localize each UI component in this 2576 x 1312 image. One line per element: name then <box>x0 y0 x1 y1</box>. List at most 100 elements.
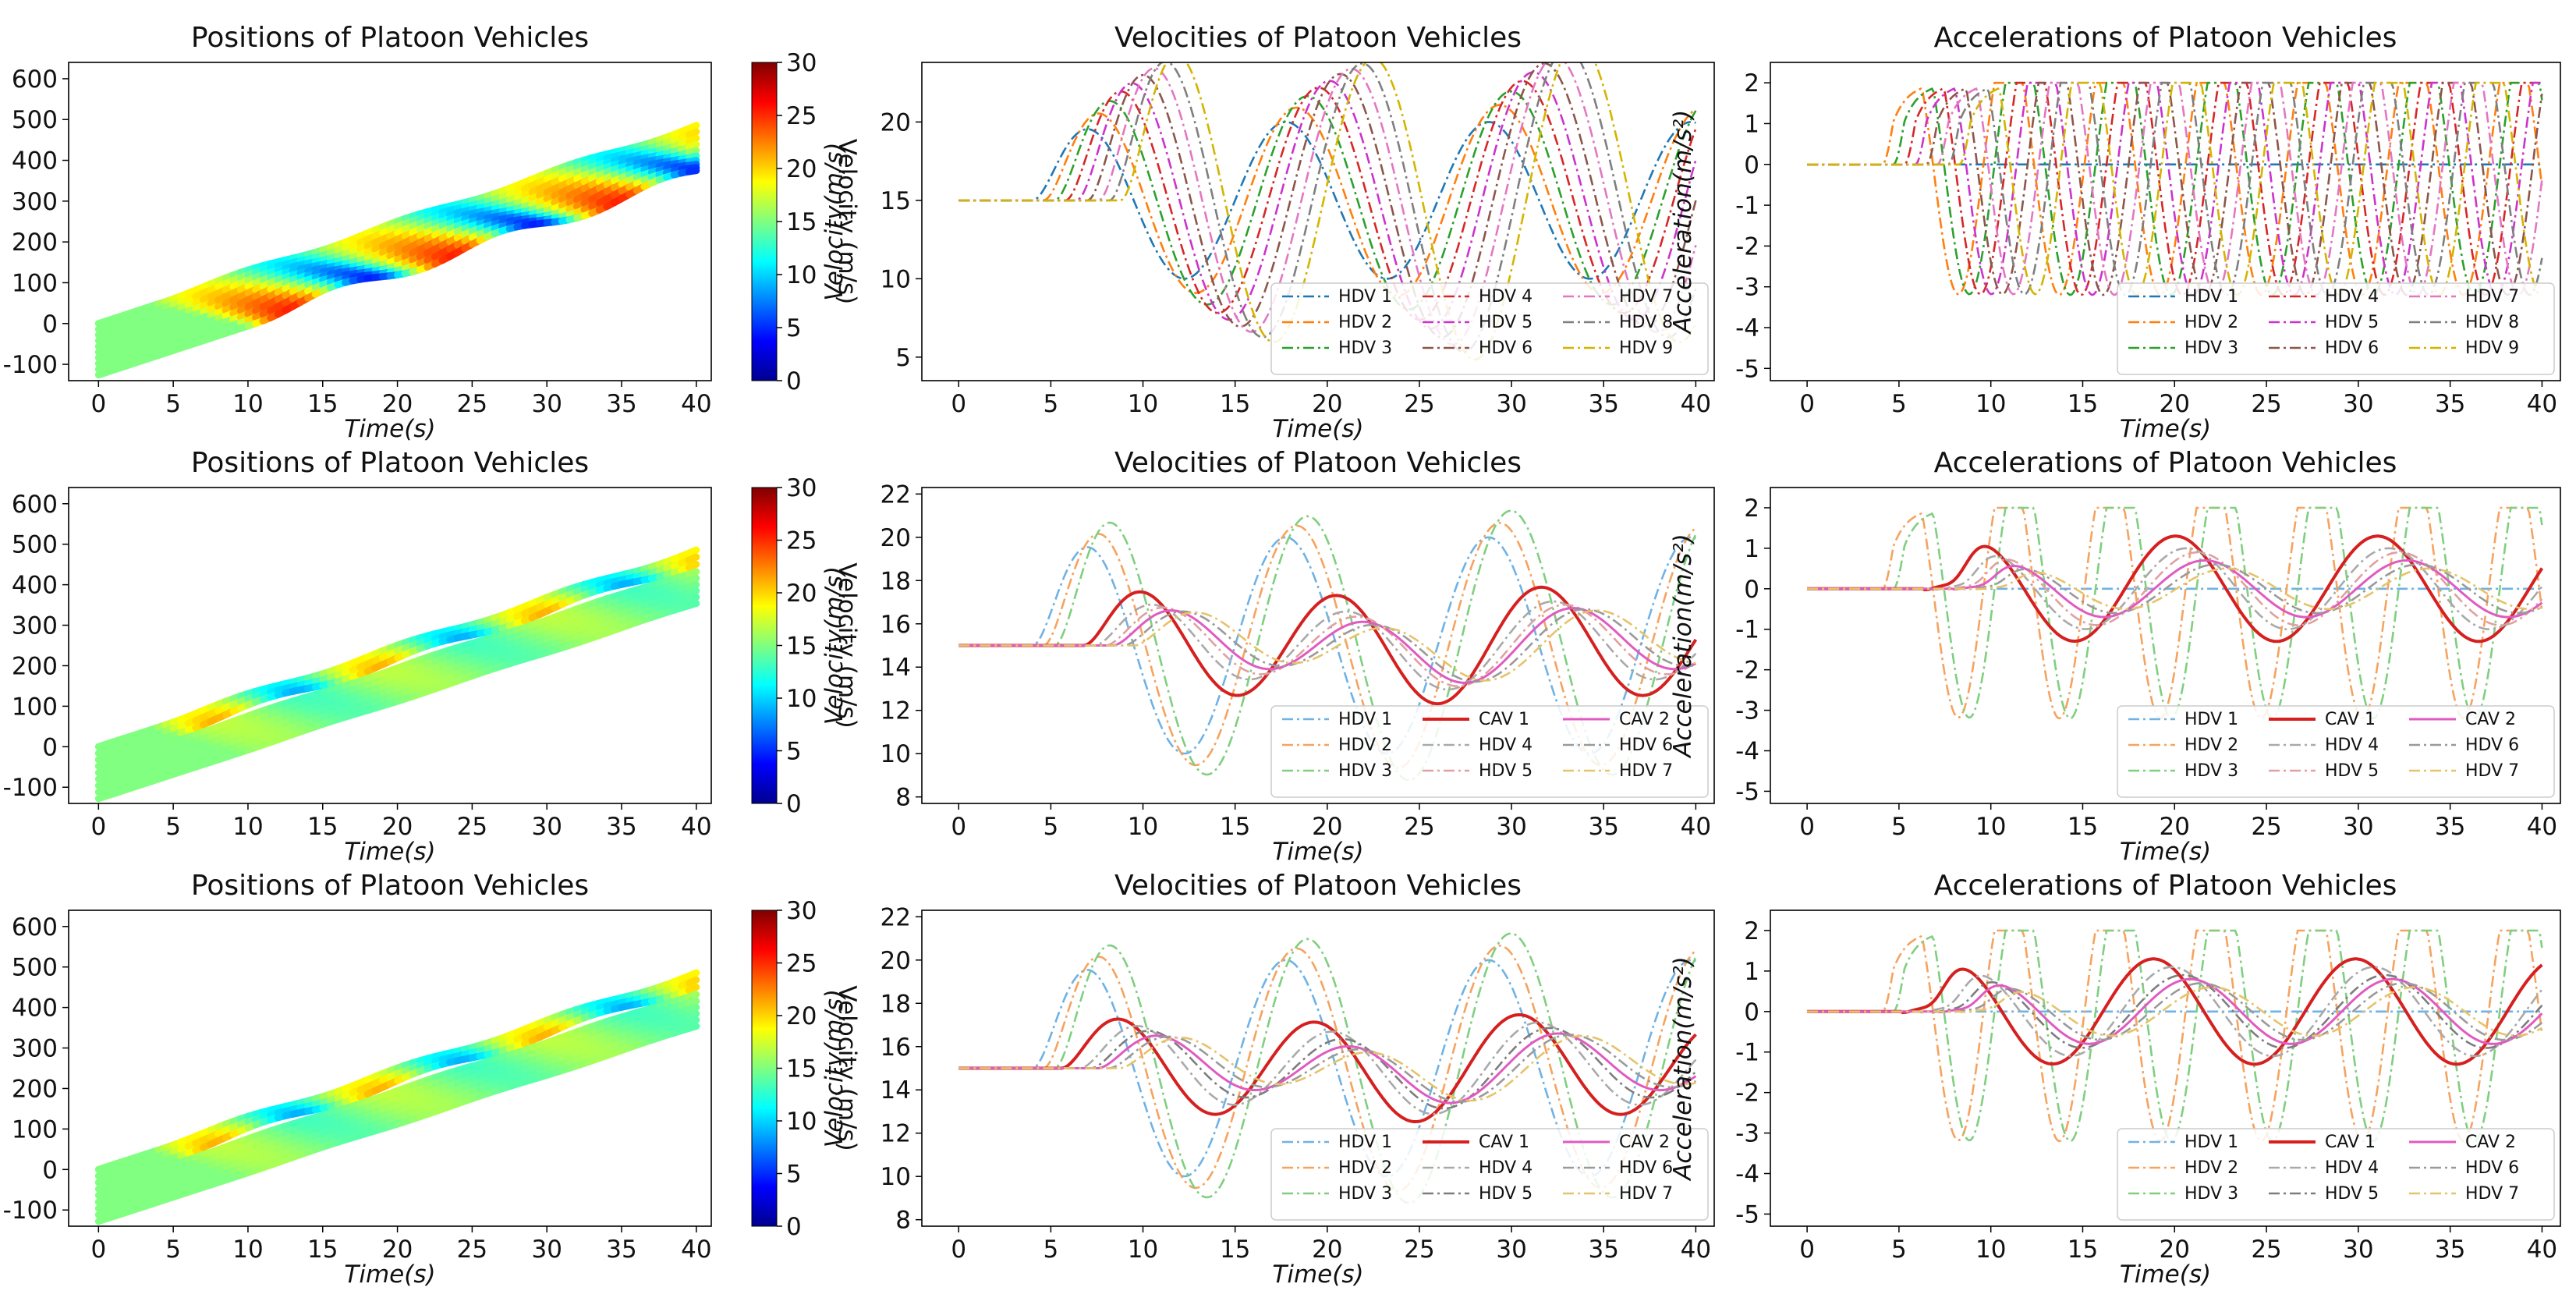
y-tick-label: 0 <box>1744 576 1759 604</box>
legend: HDV 1 HDV 2 HDV 3 HDV 4 HDV 5 HDV 6 HDV 7 HDV 8… <box>2117 282 2555 375</box>
x-tick-label: 15 <box>2068 390 2098 418</box>
y-tick-label: -5 <box>1735 1200 1759 1229</box>
y-tick-label: 2 <box>1744 69 1759 98</box>
y-tick-label: 600 <box>12 913 58 941</box>
colorbar-tick-label: 20 <box>786 1002 817 1030</box>
x-tick-label: 0 <box>90 390 106 418</box>
x-axis-label: Time(s) <box>1272 1261 1363 1289</box>
y-tick-label: -4 <box>1735 738 1759 766</box>
x-tick-label: 15 <box>1220 1236 1250 1264</box>
plot-frame <box>1770 62 2561 381</box>
colorbar <box>751 910 778 1227</box>
y-tick-label: 200 <box>12 1075 58 1103</box>
legend-label: HDV 1 <box>2184 710 2238 729</box>
series-group <box>1807 929 2543 1143</box>
legend: HDV 1 HDV 2 HDV 3 CAV 1 HDV 4 HDV 5 CAV 2 HDV 6… <box>2117 705 2555 798</box>
y-tick-label: 0 <box>1744 151 1759 179</box>
chart-title: Positions of Platoon Vehicles <box>191 22 589 54</box>
legend-label: HDV 8 <box>2465 313 2519 332</box>
chart-title: Positions of Platoon Vehicles <box>191 870 589 902</box>
x-tick-label: 10 <box>1128 813 1158 841</box>
x-tick-label: 15 <box>307 813 338 841</box>
chart-title: Velocities of Platoon Vehicles <box>1114 22 1522 54</box>
x-tick-label: 5 <box>1044 390 1059 418</box>
x-axis-label: Time(s) <box>344 415 435 443</box>
legend-label: HDV 5 <box>1479 313 1532 332</box>
series-line-hdv-3 <box>958 90 1697 310</box>
colorbar-tick-label: 5 <box>786 314 802 342</box>
y-tick-label: 300 <box>12 612 58 640</box>
y-tick-label: 600 <box>12 66 58 94</box>
trajectory-segment <box>685 1004 700 1013</box>
series-line-hdv-8 <box>958 62 1697 353</box>
legend-label: HDV 4 <box>1479 736 1532 755</box>
y-tick-label: 8 <box>895 784 911 812</box>
legend-label: HDV 6 <box>1619 736 1673 755</box>
series-line-hdv-6 <box>958 1034 1696 1103</box>
legend-label: HDV 5 <box>1479 1184 1532 1204</box>
legend-label: HDV 2 <box>1338 313 1392 332</box>
y-tick-label: 1 <box>1744 110 1759 138</box>
plot-frame <box>921 910 1715 1227</box>
x-tick-label: 25 <box>2251 390 2281 418</box>
x-tick-label: 0 <box>1799 1236 1815 1264</box>
x-tick-label: 30 <box>1496 1236 1526 1264</box>
series-line-hdv-4 <box>958 80 1697 321</box>
legend-label: CAV 1 <box>1479 710 1529 729</box>
y-tick-label: 20 <box>881 108 911 137</box>
x-tick-label: 20 <box>2160 390 2190 418</box>
x-tick-label: 10 <box>232 1236 263 1264</box>
y-tick-label: 18 <box>881 990 911 1018</box>
legend-label: HDV 6 <box>2325 339 2379 358</box>
colorbar-tick-label: 10 <box>786 685 817 713</box>
x-axis-label: Time(s) <box>2120 415 2211 443</box>
plot-frame <box>921 487 1715 804</box>
x-tick-label: 0 <box>951 390 966 418</box>
legend-label: CAV 1 <box>2325 1133 2376 1152</box>
legend-label: HDV 9 <box>1619 339 1673 358</box>
trajectory-segment <box>685 553 700 564</box>
colorbar-tick-label: 15 <box>786 633 817 661</box>
y-tick-label: 5 <box>895 344 911 372</box>
trajectory-segment <box>685 997 700 1007</box>
x-tick-label: 15 <box>1220 813 1250 841</box>
series-line-hdv-5 <box>1807 81 2542 296</box>
series-line-hdv-7 <box>1807 986 2543 1037</box>
x-tick-label: 20 <box>382 813 413 841</box>
y-tick-label: -2 <box>1735 657 1759 685</box>
y-axis-label: Acceleration(m/s²) <box>1669 956 1697 1182</box>
colorbar-tick-label: 15 <box>786 208 817 236</box>
x-tick-label: 40 <box>1681 813 1711 841</box>
legend-label: HDV 7 <box>1619 1184 1673 1204</box>
colorbar-tick-label: 15 <box>786 1055 817 1083</box>
x-tick-label: 5 <box>165 813 181 841</box>
legend-label: HDV 5 <box>2325 313 2379 332</box>
series-line-hdv-9 <box>1807 81 2542 296</box>
series-line-hdv-3 <box>1807 506 2543 720</box>
legend-frame <box>2117 1128 2555 1221</box>
x-tick-label: 30 <box>531 1236 562 1264</box>
position-heatmap-1: 0 5 10 15 20 25 30 35 40-1000100200300400500600P… <box>3 447 861 866</box>
legend-label: HDV 4 <box>2325 736 2379 755</box>
colorbar-label: Velocity (m/s) <box>833 985 861 1151</box>
chart-title: Accelerations of Platoon Vehicles <box>1934 870 2397 902</box>
y-tick-label: 12 <box>881 697 911 725</box>
x-tick-label: 40 <box>681 390 711 418</box>
line-chart-0-1: 0 5 10 15 20 25 30 35 40 5 10 15 20 Velocities of Pla… <box>820 22 1715 443</box>
legend-label: HDV 4 <box>2325 287 2379 307</box>
trajectory-group <box>94 546 700 803</box>
x-tick-label: 10 <box>1128 390 1158 418</box>
y-tick-label: 14 <box>881 654 911 682</box>
y-axis-label: Acceleration(m/s²) <box>1669 110 1697 335</box>
y-tick-label: 400 <box>12 995 58 1023</box>
x-tick-label: 0 <box>90 1236 106 1264</box>
y-tick-label: 15 <box>881 187 911 215</box>
x-tick-label: 5 <box>1891 1236 1907 1264</box>
legend-label: HDV 4 <box>2325 1158 2379 1178</box>
x-tick-label: 20 <box>1312 390 1342 418</box>
x-tick-label: 40 <box>1681 1236 1711 1264</box>
trajectory-segment <box>685 983 700 994</box>
legend-label: CAV 2 <box>1619 1133 1670 1152</box>
y-tick-label: 100 <box>12 1115 58 1144</box>
legend-label: HDV 1 <box>2184 287 2238 307</box>
